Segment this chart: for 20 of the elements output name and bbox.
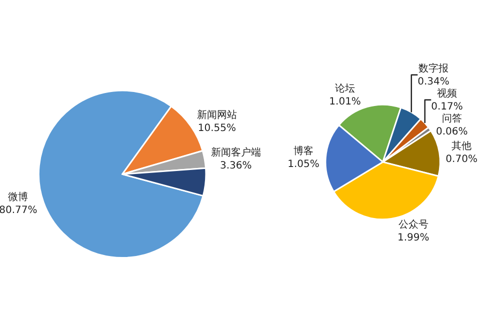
slice-label: 其他 bbox=[452, 140, 472, 152]
slice-label: 新闻网站 bbox=[196, 109, 237, 122]
data-label: 1.99% bbox=[397, 232, 430, 244]
data-label: 0.34% bbox=[418, 76, 450, 88]
slice-label: 视频 bbox=[437, 87, 458, 100]
data-label: 1.05% bbox=[288, 158, 320, 170]
data-label: 3.36% bbox=[220, 160, 252, 172]
slice-label: 博客 bbox=[294, 144, 314, 157]
data-label: 0.70% bbox=[446, 154, 478, 165]
data-label: 10.55% bbox=[198, 123, 236, 134]
data-label: 80.77% bbox=[0, 205, 38, 216]
slice-label: 数字报 bbox=[418, 62, 449, 74]
slice-label: 问答 bbox=[442, 112, 462, 124]
slice-label: 微博 bbox=[8, 191, 28, 204]
data-label: 1.01% bbox=[329, 96, 361, 108]
slice-label: 论坛 bbox=[335, 82, 356, 95]
slice-label: 新闻客户端 bbox=[210, 146, 261, 158]
data-label: 0.17% bbox=[431, 101, 463, 112]
data-label: 0.06% bbox=[436, 126, 468, 138]
slice-label: 公众号 bbox=[398, 218, 428, 230]
